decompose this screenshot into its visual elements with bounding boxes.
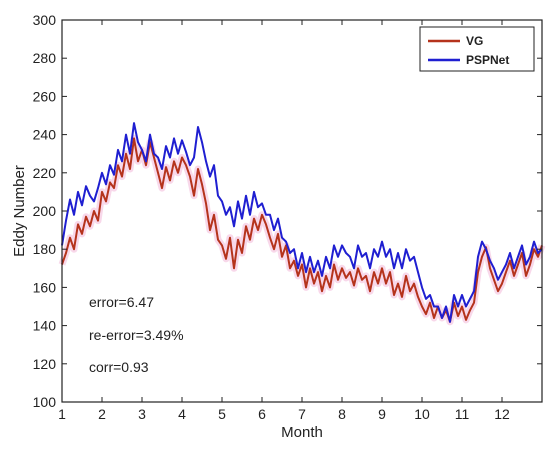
- x-tick-label: 9: [378, 406, 386, 422]
- x-tick-label: 2: [98, 406, 106, 422]
- x-tick-label: 7: [298, 406, 306, 422]
- x-tick-label: 8: [338, 406, 346, 422]
- x-tick-label: 3: [138, 406, 146, 422]
- annotation-corr: corr=0.93: [89, 359, 149, 375]
- legend-label-pspnet: PSPNet: [466, 53, 509, 67]
- x-tick-label: 1: [58, 406, 66, 422]
- x-tick-label: 12: [494, 406, 510, 422]
- y-tick-label: 280: [33, 50, 57, 66]
- y-tick-label: 160: [33, 279, 57, 295]
- y-tick-label: 260: [33, 88, 57, 104]
- x-tick-label: 11: [455, 406, 470, 422]
- y-tick-label: 220: [33, 165, 57, 181]
- plot-area: [62, 20, 542, 402]
- x-tick-label: 6: [258, 406, 266, 422]
- legend-label-vg: VG: [466, 34, 483, 48]
- y-tick-label: 200: [33, 203, 57, 219]
- y-tick-label: 180: [33, 241, 57, 257]
- x-axis-title: Month: [281, 424, 323, 441]
- annotation-error: error=6.47: [89, 294, 154, 310]
- legend: VG PSPNet: [419, 26, 535, 72]
- y-axis-title: Eddy Number: [11, 165, 28, 257]
- y-tick-label: 140: [33, 318, 57, 334]
- series-group: [61, 122, 543, 323]
- legend-box: [419, 26, 535, 72]
- x-tick-label: 5: [218, 406, 226, 422]
- y-tick-label: 300: [33, 12, 57, 28]
- x-axis-ticks: 1 2 3 4 5 6 7 8 9 10 11 12: [58, 20, 510, 422]
- x-tick-label: 10: [414, 406, 430, 422]
- x-tick-label: 4: [178, 406, 186, 422]
- y-tick-label: 120: [33, 356, 57, 372]
- y-tick-label: 240: [33, 127, 57, 143]
- annotation-re-error: re-error=3.49%: [89, 327, 184, 343]
- series-line-pspnet: [61, 122, 543, 323]
- y-tick-label: 100: [33, 394, 57, 410]
- y-axis-ticks: 100 120 140 160 180 200 220 240 260 280 300: [33, 12, 542, 410]
